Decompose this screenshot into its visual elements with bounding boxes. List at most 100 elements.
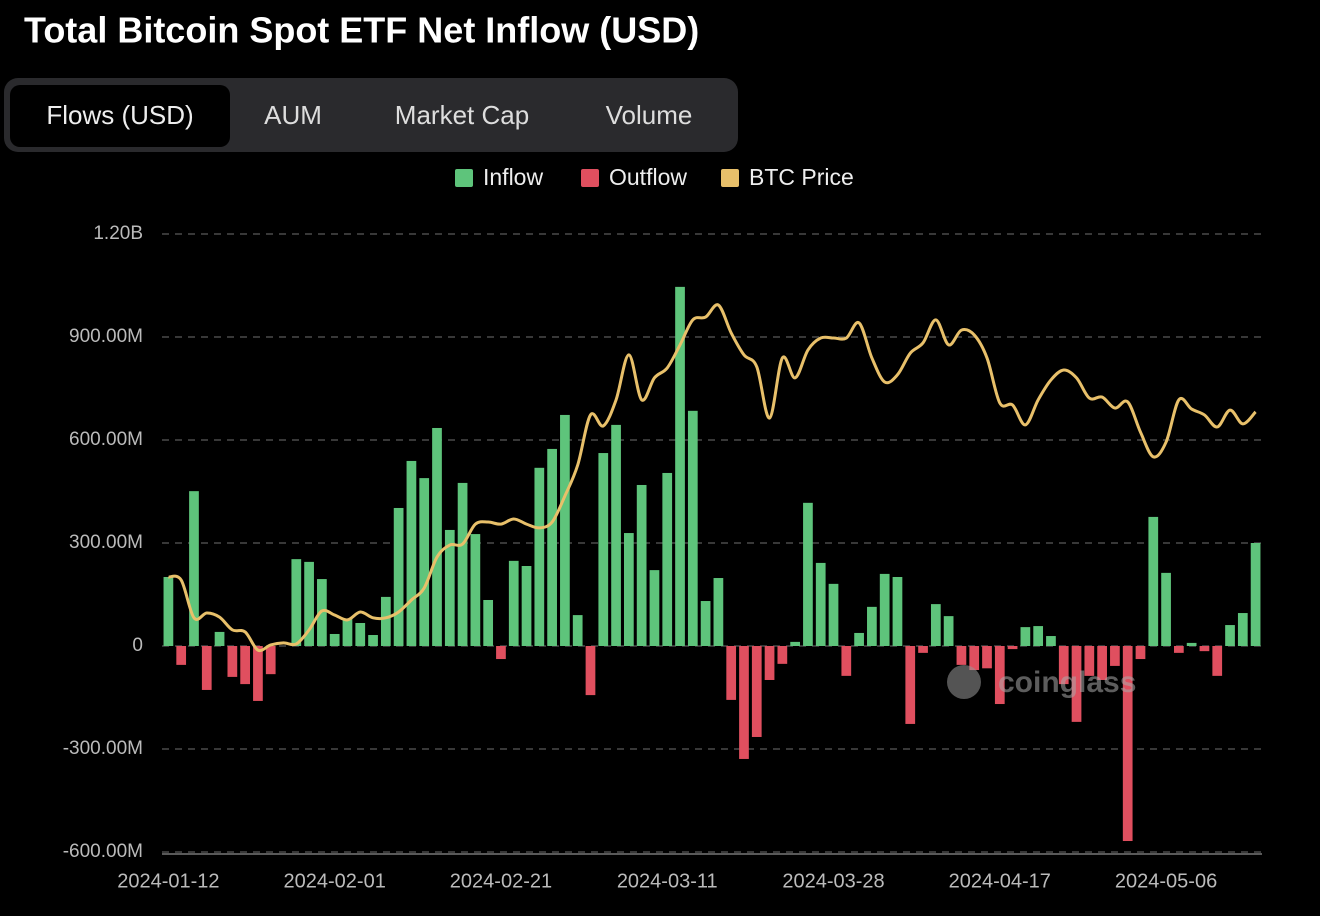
bar [700, 601, 711, 646]
bar [905, 646, 916, 724]
legend-swatch [455, 169, 473, 187]
bar [265, 646, 276, 675]
bar [1174, 646, 1184, 653]
bar [611, 424, 621, 646]
bar [841, 646, 852, 676]
bar [751, 646, 762, 737]
bar [560, 414, 570, 646]
tab-active [10, 85, 230, 147]
bar [828, 583, 839, 646]
bar [636, 484, 647, 646]
legend-swatch [721, 169, 739, 187]
watermark-text: coinglass [998, 666, 1136, 699]
bar [930, 604, 941, 646]
bar [291, 559, 302, 646]
bar [1135, 646, 1146, 660]
bar [1110, 646, 1120, 666]
bar [1084, 646, 1095, 676]
bar [496, 646, 506, 660]
y-tick-label: 300.00M [69, 532, 143, 553]
bar [1046, 636, 1056, 646]
x-tick-label: 2024-04-17 [949, 870, 1051, 892]
bar [521, 566, 532, 646]
bar [713, 578, 724, 646]
x-tick-label: 2024-02-21 [450, 870, 552, 892]
bar [547, 448, 557, 646]
x-tick-label: 2024-03-11 [617, 870, 718, 892]
bar [585, 646, 596, 696]
bar [1161, 572, 1171, 646]
legend-label[interactable]: BTC Price [749, 164, 854, 190]
bar [444, 529, 455, 646]
bar [739, 646, 749, 759]
bar [253, 646, 263, 701]
bar [764, 646, 775, 680]
bar [304, 561, 314, 646]
bar [1237, 613, 1248, 646]
bar [432, 427, 442, 646]
watermark: coinglass [947, 665, 1136, 699]
bar [598, 453, 609, 646]
bar [419, 478, 430, 646]
bar [867, 606, 877, 646]
bar [854, 632, 864, 646]
y-tick-label: 900.00M [69, 326, 143, 347]
tab[interactable]: AUM [264, 100, 322, 130]
bar [393, 507, 404, 646]
bar [1148, 516, 1159, 646]
legend-swatch [581, 169, 599, 187]
tab[interactable]: Market Cap [395, 100, 529, 130]
bar [1097, 646, 1107, 680]
bar [803, 502, 813, 646]
x-tick-label: 2024-02-01 [284, 870, 386, 892]
bar [624, 533, 634, 646]
tab[interactable]: Flows (USD) [46, 100, 193, 130]
bar [483, 599, 494, 646]
bar [1058, 646, 1069, 685]
bar [534, 467, 545, 646]
bar [1199, 646, 1210, 652]
y-tick-label: 600.00M [69, 429, 143, 450]
bar [163, 576, 174, 646]
bar [201, 646, 212, 690]
bar [892, 576, 903, 646]
bar [457, 482, 468, 646]
bar [1020, 627, 1031, 646]
bar [969, 646, 980, 671]
x-tick-label: 2024-01-12 [117, 870, 219, 892]
bar [1122, 646, 1133, 842]
legend-label[interactable]: Outflow [609, 164, 687, 190]
bar [189, 491, 199, 646]
bar [777, 646, 788, 664]
bar [355, 622, 366, 646]
bar [240, 646, 250, 685]
bar [790, 641, 800, 646]
x-tick-label: 2024-05-06 [1115, 870, 1217, 892]
bar [662, 472, 673, 646]
bar [943, 616, 954, 646]
bar [879, 573, 890, 646]
bar [1007, 646, 1018, 650]
bar [726, 646, 737, 700]
bar [329, 633, 340, 646]
bar [675, 286, 685, 646]
bar [572, 615, 583, 646]
tab[interactable]: Volume [606, 100, 693, 130]
bar [368, 635, 378, 646]
bar [649, 570, 660, 646]
y-tick-label: -300.00M [63, 738, 143, 759]
bar [815, 562, 826, 646]
bar [1212, 646, 1223, 676]
bar [342, 618, 353, 646]
bar [982, 646, 992, 669]
legend-label[interactable]: Inflow [483, 164, 543, 190]
bar [1071, 646, 1082, 722]
bar [406, 460, 417, 646]
watermark-icon [947, 665, 981, 699]
bar [176, 646, 187, 665]
price-line [168, 303, 1257, 653]
chart-title: Total Bitcoin Spot ETF Net Inflow (USD) [24, 10, 699, 51]
bar [1186, 642, 1197, 646]
